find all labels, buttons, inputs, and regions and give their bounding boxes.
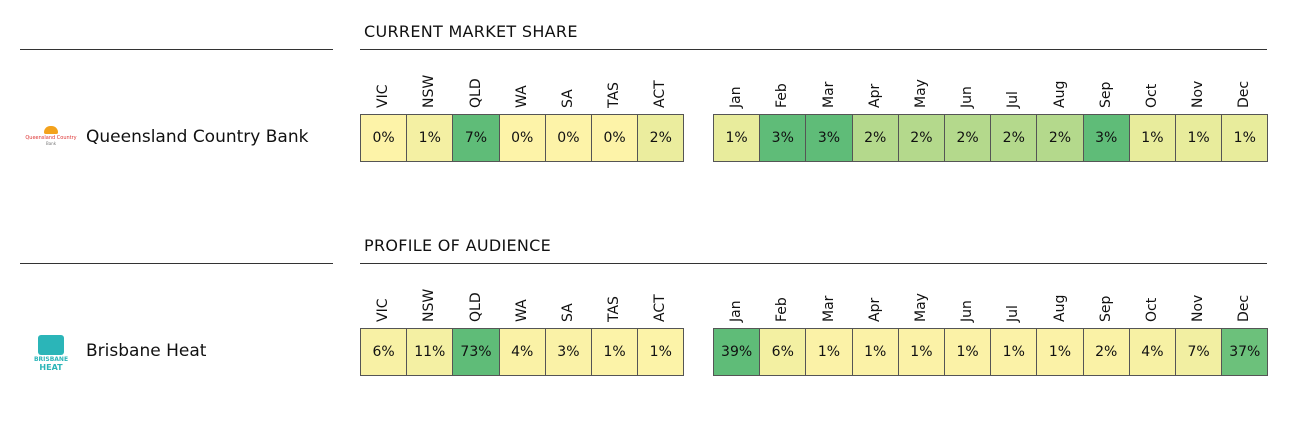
column-header: WA — [513, 299, 530, 322]
heat-cell: 37% — [1221, 328, 1269, 376]
heat-cell: 1% — [713, 114, 761, 162]
column-header: ACT — [652, 294, 669, 322]
brand-name: Queensland Country Bank — [86, 127, 309, 147]
heat-cell: 1% — [406, 114, 454, 162]
column-header: ACT — [652, 80, 669, 108]
logo-text: BRISBANE — [33, 356, 69, 363]
logo-mark — [44, 126, 58, 134]
column-header: VIC — [375, 84, 392, 108]
heat-cell: 3% — [544, 328, 592, 376]
column-header: Aug — [1051, 80, 1068, 108]
heat-cell: 39% — [713, 328, 761, 376]
heat-cell: 0% — [544, 114, 592, 162]
column-header: Jan — [728, 86, 745, 108]
column-header: Sep — [1097, 295, 1114, 322]
heat-cell: 2% — [944, 114, 992, 162]
column-header: QLD — [467, 78, 484, 108]
heat-cell: 1% — [990, 328, 1038, 376]
column-header: Mar — [820, 81, 837, 108]
column-header: Apr — [866, 83, 883, 108]
heat-cell: 1% — [805, 328, 853, 376]
heat-cell: 7% — [1175, 328, 1223, 376]
heat-cell: 6% — [360, 328, 408, 376]
heat-cell: 0% — [591, 114, 639, 162]
heat-cell: 6% — [759, 328, 807, 376]
column-header: Oct — [1143, 83, 1160, 108]
column-header: WA — [513, 85, 530, 108]
heat-cell: 2% — [1082, 328, 1130, 376]
column-header: SA — [559, 89, 576, 108]
column-header: Jun — [959, 300, 976, 322]
column-header: NSW — [421, 74, 438, 108]
heat-cell: 1% — [851, 328, 899, 376]
heat-cell: 2% — [990, 114, 1038, 162]
column-header: May — [912, 293, 929, 322]
heat-cell: 1% — [1175, 114, 1223, 162]
heat-cell: 1% — [1221, 114, 1269, 162]
column-header: Sep — [1097, 81, 1114, 108]
column-header: Mar — [820, 295, 837, 322]
column-header: Oct — [1143, 297, 1160, 322]
heat-cell: 3% — [759, 114, 807, 162]
heat-cell: 3% — [1082, 114, 1130, 162]
column-header: Feb — [774, 83, 791, 108]
heat-cell: 2% — [637, 114, 685, 162]
column-header: Dec — [1236, 80, 1253, 108]
rule — [20, 263, 333, 264]
section-title: CURRENT MARKET SHARE — [364, 22, 578, 41]
heat-cell: 1% — [1128, 114, 1176, 162]
logo-mark — [38, 335, 64, 355]
logo-text: HEAT — [39, 363, 63, 372]
column-header: TAS — [606, 296, 623, 322]
heat-cell: 2% — [1036, 114, 1084, 162]
heat-cell: 0% — [360, 114, 408, 162]
logo-text: Queensland Country — [25, 135, 77, 141]
heat-cell: 2% — [851, 114, 899, 162]
heat-cell: 4% — [1128, 328, 1176, 376]
heat-cell: 1% — [591, 328, 639, 376]
rule — [20, 49, 333, 50]
heat-cell: 0% — [498, 114, 546, 162]
column-header: SA — [559, 303, 576, 322]
column-header: NSW — [421, 288, 438, 322]
heat-cell: 73% — [452, 328, 500, 376]
column-header: VIC — [375, 298, 392, 322]
column-header: Nov — [1190, 80, 1207, 108]
heat-cell: 3% — [805, 114, 853, 162]
heat-cell: 1% — [897, 328, 945, 376]
column-header: Jul — [1005, 91, 1022, 108]
brand-name: Brisbane Heat — [86, 341, 207, 361]
rule — [360, 263, 1267, 264]
column-header: Feb — [774, 297, 791, 322]
column-header: Apr — [866, 297, 883, 322]
heat-cell: 4% — [498, 328, 546, 376]
heat-cell: 1% — [637, 328, 685, 376]
column-header: May — [912, 79, 929, 108]
column-header: Jan — [728, 300, 745, 322]
column-header: Nov — [1190, 294, 1207, 322]
column-header: Dec — [1236, 294, 1253, 322]
column-header: TAS — [606, 82, 623, 108]
section-title: PROFILE OF AUDIENCE — [364, 236, 552, 255]
rule — [360, 49, 1267, 50]
heat-cell: 1% — [1036, 328, 1084, 376]
heat-cell: 1% — [944, 328, 992, 376]
column-header: Jul — [1005, 305, 1022, 322]
heat-cell: 11% — [406, 328, 454, 376]
logo-text: Bank — [45, 141, 57, 146]
column-header: Aug — [1051, 294, 1068, 322]
heat-cell: 2% — [897, 114, 945, 162]
column-header: QLD — [467, 292, 484, 322]
heat-cell: 7% — [452, 114, 500, 162]
column-header: Jun — [959, 86, 976, 108]
